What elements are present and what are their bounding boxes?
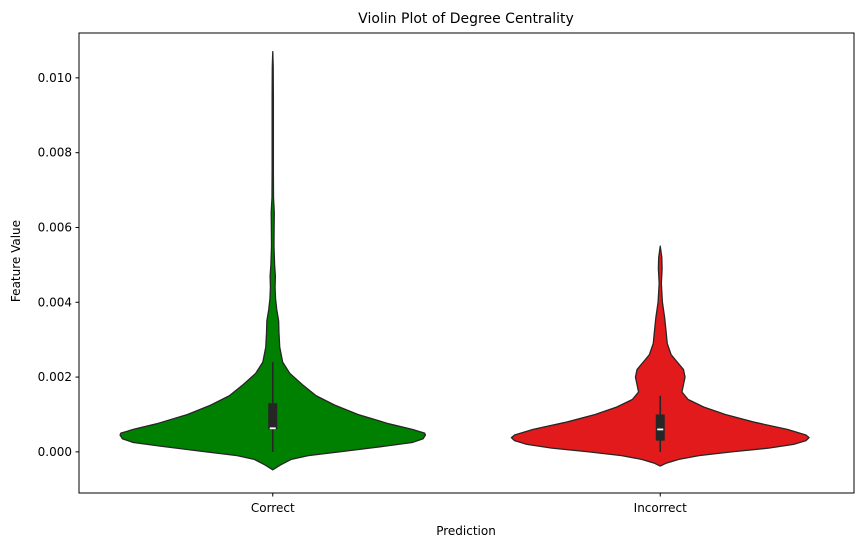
y-tick-label: 0.000: [38, 445, 72, 459]
iqr-box-incorrect: [655, 414, 665, 441]
x-axis: Correct Incorrect: [251, 493, 687, 515]
violin-incorrect: [510, 245, 810, 467]
violin-correct: [119, 51, 427, 471]
y-tick-label: 0.006: [38, 220, 72, 234]
x-axis-label: Prediction: [436, 524, 496, 538]
y-axis: 0.000 0.002 0.004 0.006 0.008 0.010: [38, 71, 79, 459]
chart-title: Violin Plot of Degree Centrality: [358, 11, 574, 27]
y-tick-label: 0.010: [38, 71, 72, 85]
axes-frame: [78, 32, 855, 494]
y-tick-label: 0.002: [38, 370, 72, 384]
x-tick-label: Incorrect: [634, 501, 687, 515]
y-tick-label: 0.004: [38, 295, 72, 309]
iqr-box-correct: [268, 403, 278, 430]
x-tick-label: Correct: [251, 501, 295, 515]
y-axis-label: Feature Value: [9, 220, 23, 302]
plot-area: [119, 51, 810, 471]
y-tick-label: 0.008: [38, 146, 72, 160]
